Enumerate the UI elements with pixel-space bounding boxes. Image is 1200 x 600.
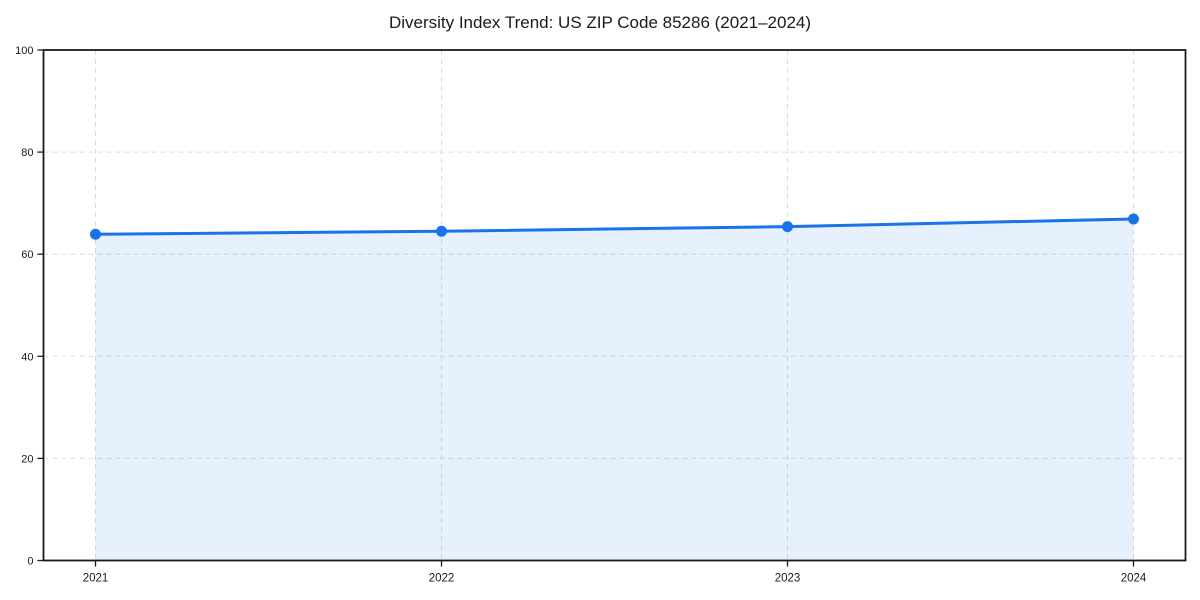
data-point-2022 xyxy=(436,225,447,237)
x-tick-label: 2022 xyxy=(429,573,455,585)
data-point-2021 xyxy=(90,228,101,240)
data-point-2023 xyxy=(782,221,793,233)
y-tick-label: 100 xyxy=(15,45,33,57)
chart-title: Diversity Index Trend: US ZIP Code 85286… xyxy=(388,13,812,32)
x-tick-label: 2021 xyxy=(83,573,109,585)
x-tick-label: 2024 xyxy=(1121,573,1147,585)
y-tick-label: 80 xyxy=(21,147,33,159)
y-tick-label: 60 xyxy=(21,249,33,261)
x-tick-label: 2023 xyxy=(775,573,801,585)
plot-border xyxy=(42,49,1187,562)
y-tick-label: 0 xyxy=(27,556,33,568)
y-tick-label: 20 xyxy=(21,453,33,465)
y-tick-label: 40 xyxy=(21,351,33,363)
area-fill xyxy=(95,218,1134,561)
trend-line xyxy=(94,217,1135,236)
data-point-2024 xyxy=(1128,213,1139,225)
